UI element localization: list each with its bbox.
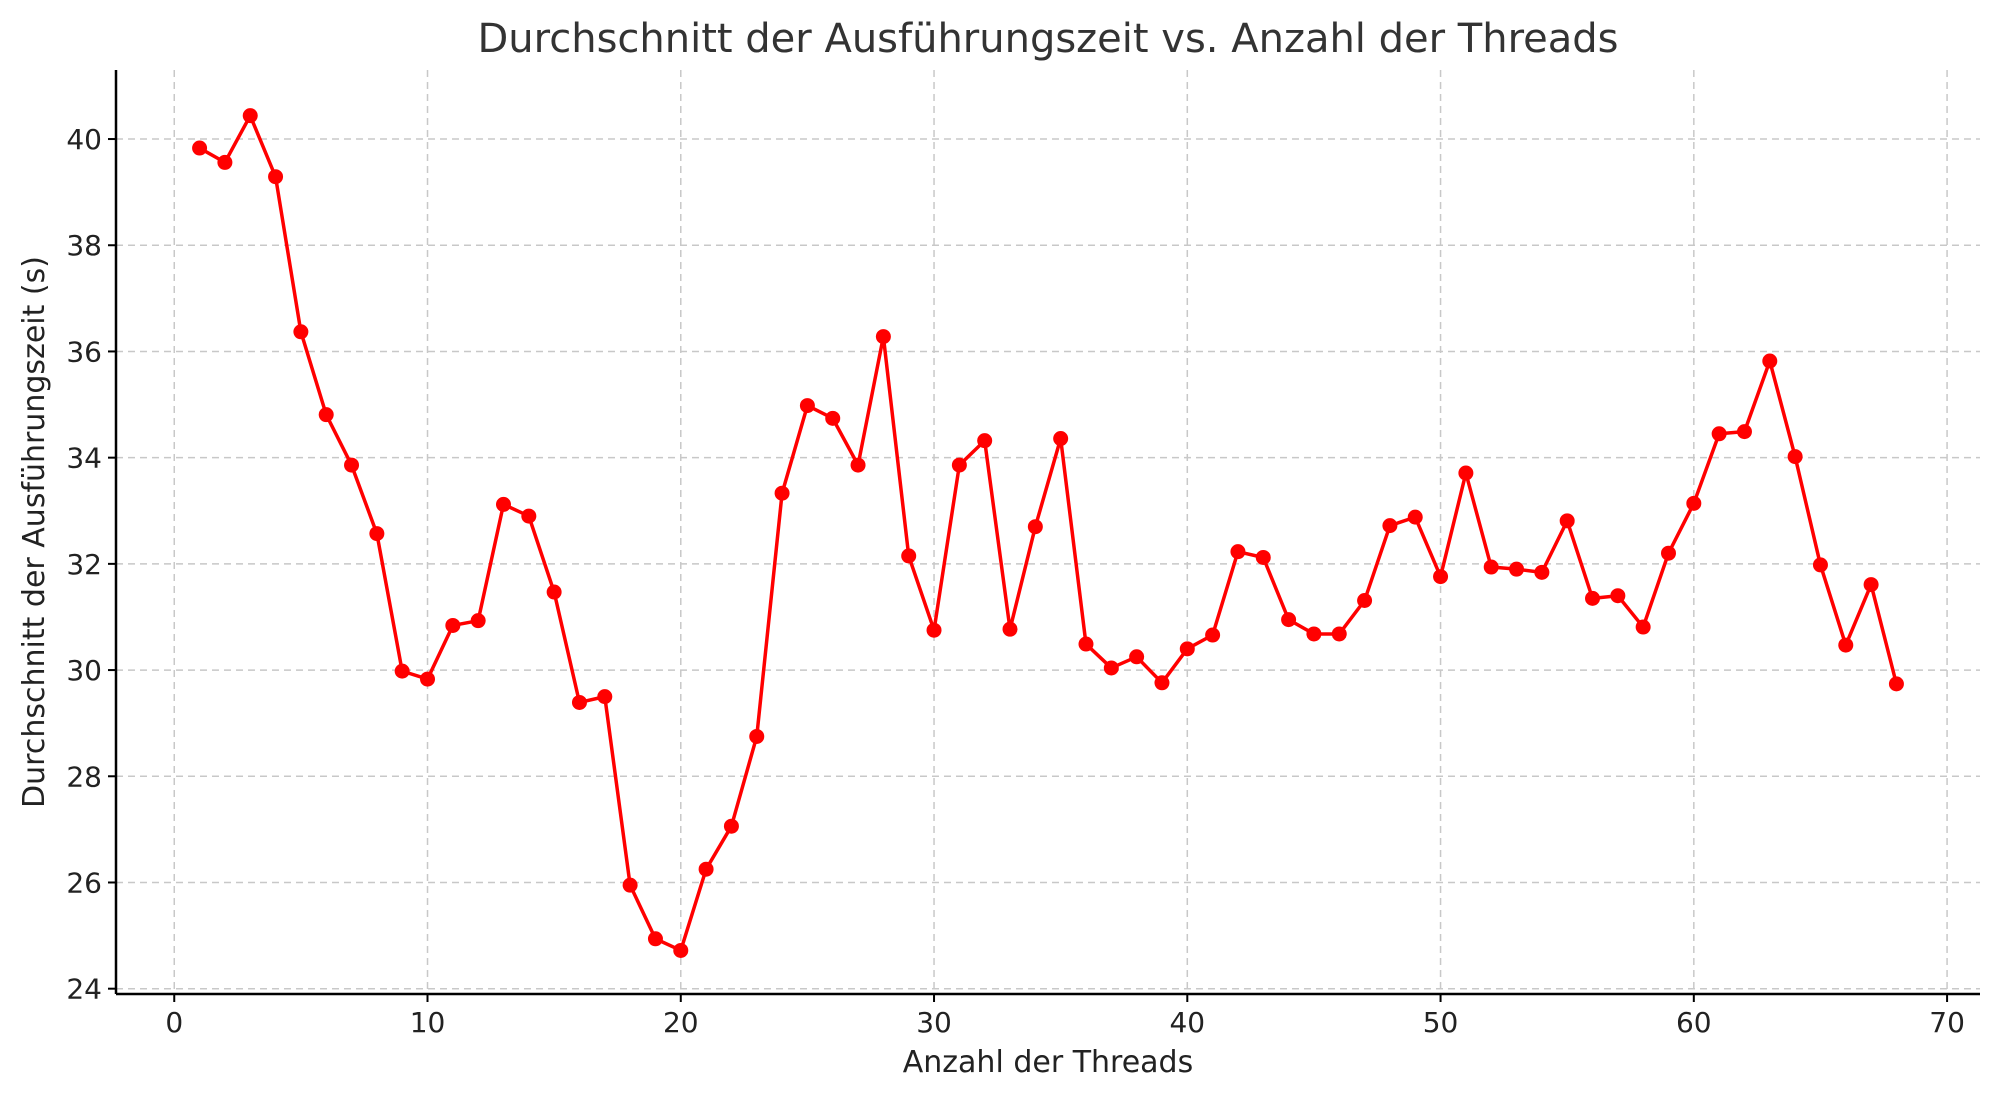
data-point <box>774 485 790 501</box>
data-point <box>622 877 638 893</box>
y-tick-label: 40 <box>66 123 102 156</box>
data-point <box>1534 564 1550 580</box>
data-point <box>926 622 942 638</box>
data-point <box>192 140 208 156</box>
data-point <box>1053 431 1069 447</box>
axis-ticks: 0 10 20 30 40 50 60 70 24 26 28 30 32 34 36 38 40 <box>66 123 1965 1039</box>
data-point <box>825 410 841 426</box>
x-tick-label: 50 <box>1423 1006 1459 1039</box>
data-point <box>1306 626 1322 642</box>
data-point <box>1863 577 1879 593</box>
y-tick-label: 28 <box>66 760 102 793</box>
data-point <box>799 398 815 414</box>
x-tick-label: 20 <box>663 1006 699 1039</box>
data-point <box>318 407 334 423</box>
x-tick-label: 10 <box>410 1006 446 1039</box>
y-tick-label: 32 <box>66 548 102 581</box>
data-point <box>394 663 410 679</box>
data-point <box>673 942 689 958</box>
y-tick-label: 24 <box>66 973 102 1006</box>
data-point <box>369 526 385 542</box>
data-point <box>344 457 360 473</box>
data-point <box>850 457 866 473</box>
data-point <box>1179 641 1195 657</box>
data-point <box>647 931 663 947</box>
chart-title: Durchschnitt der Ausführungszeit vs. Anz… <box>478 16 1619 62</box>
data-point <box>1382 518 1398 534</box>
data-point <box>1559 513 1575 529</box>
data-point <box>1407 509 1423 525</box>
x-axis-label: Anzahl der Threads <box>903 1045 1193 1080</box>
data-point <box>1331 626 1347 642</box>
data-point <box>901 548 917 564</box>
data-point <box>571 694 587 710</box>
data-point <box>1711 426 1727 442</box>
data-point <box>698 861 714 877</box>
data-point <box>1812 557 1828 573</box>
data-point <box>470 613 486 629</box>
data-point <box>1255 549 1271 565</box>
data-point <box>1458 465 1474 481</box>
y-tick-label: 34 <box>66 442 102 475</box>
data-point <box>977 433 993 449</box>
data-point <box>1888 676 1904 692</box>
data-point <box>242 108 258 124</box>
data-point <box>1635 619 1651 635</box>
data-point <box>1230 544 1246 560</box>
data-point <box>1002 621 1018 637</box>
data-point <box>445 617 461 633</box>
data-point <box>293 324 309 340</box>
data-point <box>1736 424 1752 440</box>
data-point <box>1281 612 1297 628</box>
x-tick-label: 70 <box>1929 1006 1965 1039</box>
data-point <box>217 154 233 170</box>
data-point <box>1787 449 1803 465</box>
data-point <box>1762 353 1778 369</box>
data-point <box>268 169 284 185</box>
y-tick-label: 36 <box>66 335 102 368</box>
grid <box>116 70 1980 994</box>
data-point <box>1129 649 1145 665</box>
data-point <box>495 496 511 512</box>
data-point <box>1433 569 1449 585</box>
data-point <box>1483 559 1499 575</box>
data-point <box>1154 675 1170 691</box>
y-tick-label: 30 <box>66 654 102 687</box>
data-point <box>1205 627 1221 643</box>
data-point <box>1686 495 1702 511</box>
data-point <box>875 329 891 345</box>
data-point <box>546 584 562 600</box>
data-point <box>420 671 436 687</box>
data-point <box>1660 545 1676 561</box>
data-point <box>1509 561 1525 577</box>
data-point <box>521 508 537 524</box>
y-tick-label: 38 <box>66 229 102 262</box>
x-tick-label: 60 <box>1676 1006 1712 1039</box>
data-point <box>1610 588 1626 604</box>
data-point <box>1838 637 1854 653</box>
y-tick-label: 26 <box>66 866 102 899</box>
x-tick-label: 30 <box>916 1006 952 1039</box>
y-axis-label: Durchschnitt der Ausführungszeit (s) <box>17 256 52 808</box>
data-point <box>1078 636 1094 652</box>
data-point <box>1027 519 1043 535</box>
data-point <box>723 818 739 834</box>
data-point <box>951 457 967 473</box>
data-point <box>749 728 765 744</box>
data-point <box>1585 590 1601 606</box>
x-tick-label: 0 <box>165 1006 183 1039</box>
x-tick-label: 40 <box>1169 1006 1205 1039</box>
data-series <box>192 108 1904 958</box>
data-point <box>597 689 613 705</box>
data-point <box>1103 660 1119 676</box>
data-point <box>1357 593 1373 608</box>
series-line <box>198 113 1899 953</box>
